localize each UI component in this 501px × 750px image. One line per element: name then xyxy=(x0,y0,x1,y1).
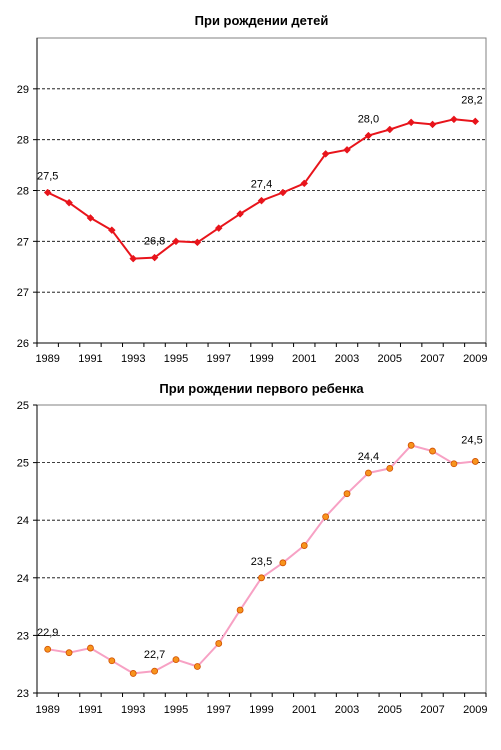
chart-title: При рождении первого ребенка xyxy=(159,381,364,396)
data-point-marker xyxy=(236,606,244,614)
data-point-marker xyxy=(471,458,479,465)
data-point-marker xyxy=(129,670,137,677)
data-point-marker xyxy=(107,226,116,235)
x-tick-label: 1995 xyxy=(164,353,188,365)
x-tick-label: 2005 xyxy=(378,704,402,716)
data-point-marker xyxy=(300,179,309,188)
x-tick-label: 1993 xyxy=(121,704,145,716)
data-point-marker xyxy=(428,120,437,129)
y-tick-label: 23 xyxy=(17,688,29,700)
x-tick-label: 1999 xyxy=(249,704,273,716)
data-point-marker xyxy=(172,237,180,246)
x-tick-label: 2007 xyxy=(420,353,444,365)
data-point-marker xyxy=(279,559,287,567)
data-label: 28,2 xyxy=(461,94,482,106)
x-tick-label: 2001 xyxy=(292,353,316,365)
data-label: 24,5 xyxy=(461,434,482,446)
x-tick-label: 1989 xyxy=(35,704,59,716)
data-label: 26,8 xyxy=(144,236,165,248)
data-label: 27,5 xyxy=(37,171,58,183)
y-tick-label: 29 xyxy=(17,84,29,96)
data-point-marker xyxy=(150,253,159,262)
x-tick-label: 2003 xyxy=(335,353,359,365)
data-point-marker xyxy=(172,656,180,663)
data-point-marker xyxy=(108,657,116,665)
data-label: 22,7 xyxy=(144,649,165,661)
data-point-marker xyxy=(65,649,73,657)
data-point-marker xyxy=(215,640,223,647)
y-tick-label: 24 xyxy=(17,573,29,585)
data-point-marker xyxy=(450,460,458,468)
data-point-marker xyxy=(43,188,52,197)
data-point-marker xyxy=(385,125,394,134)
y-tick-label: 28 xyxy=(17,186,29,198)
y-tick-label: 23 xyxy=(17,630,29,642)
y-tick-label: 25 xyxy=(17,458,29,470)
data-point-marker xyxy=(151,667,158,675)
data-label: 27,4 xyxy=(251,179,272,191)
data-point-marker xyxy=(343,490,351,498)
data-point-marker xyxy=(44,645,52,653)
data-point-marker xyxy=(193,663,201,670)
x-tick-label: 2001 xyxy=(292,704,316,716)
data-point-marker xyxy=(300,542,308,549)
data-point-marker xyxy=(343,145,351,154)
data-label: 28,0 xyxy=(358,114,379,126)
y-tick-label: 26 xyxy=(17,338,29,350)
x-tick-label: 2007 xyxy=(420,704,444,716)
data-point-marker xyxy=(129,254,138,263)
data-point-marker xyxy=(471,117,480,126)
x-tick-label: 1997 xyxy=(206,704,230,716)
data-point-marker xyxy=(365,469,372,477)
data-point-marker xyxy=(322,513,330,521)
x-tick-label: 1989 xyxy=(35,353,59,365)
x-tick-label: 1999 xyxy=(249,353,273,365)
y-tick-label: 27 xyxy=(17,287,29,299)
data-point-marker xyxy=(364,131,373,140)
x-tick-label: 1997 xyxy=(206,353,230,365)
x-tick-label: 2005 xyxy=(378,353,402,365)
data-point-marker xyxy=(257,196,266,205)
chart-2: При рождении первого ребенка 23 23 24 24 25 25… xyxy=(17,381,488,716)
x-tick-label: 1991 xyxy=(78,704,102,716)
y-tick-label: 24 xyxy=(17,515,29,527)
chart-1: При рождении детей 26 27 27 28 28 29 1989 1991 19… xyxy=(17,13,488,365)
data-point-marker xyxy=(193,238,202,247)
data-point-marker xyxy=(321,150,330,158)
x-tick-label: 2009 xyxy=(463,353,487,365)
y-tick-label: 25 xyxy=(17,400,29,412)
data-label: 22,9 xyxy=(37,627,58,639)
data-point-marker xyxy=(386,464,394,472)
x-tick-label: 1993 xyxy=(121,353,145,365)
data-point-marker xyxy=(258,574,265,582)
data-point-marker xyxy=(87,644,94,652)
x-tick-label: 2003 xyxy=(335,704,359,716)
data-label: 24,4 xyxy=(358,451,379,463)
data-point-marker xyxy=(429,447,436,455)
x-tick-label: 2009 xyxy=(463,704,487,716)
y-tick-label: 28 xyxy=(17,135,29,147)
data-point-marker xyxy=(279,188,287,197)
x-tick-label: 1995 xyxy=(164,704,188,716)
y-tick-label: 27 xyxy=(17,236,29,248)
data-point-marker xyxy=(214,224,223,232)
data-point-marker xyxy=(407,441,415,449)
data-label: 23,5 xyxy=(251,556,272,568)
data-point-marker xyxy=(65,198,73,207)
data-point-marker xyxy=(236,210,244,218)
chart-title: При рождении детей xyxy=(195,13,329,28)
data-point-marker xyxy=(86,214,95,222)
data-point-marker xyxy=(450,115,458,124)
x-tick-label: 1991 xyxy=(78,353,102,365)
data-point-marker xyxy=(407,118,416,127)
